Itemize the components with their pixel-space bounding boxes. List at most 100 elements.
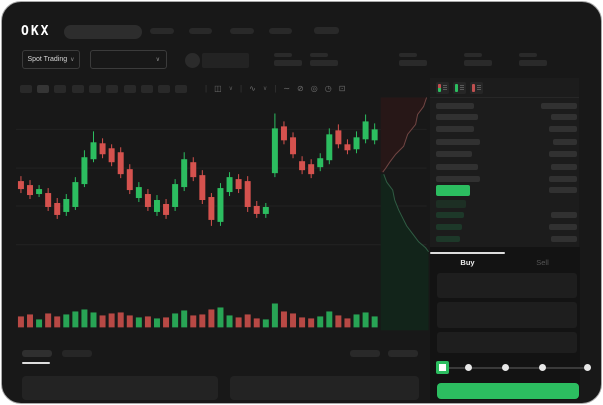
- ask-row-amount[interactable]: [553, 138, 577, 145]
- ask-row-price[interactable]: [436, 151, 472, 158]
- volume-bar: [226, 315, 233, 328]
- candle: [81, 157, 88, 185]
- volume-bar: [108, 313, 115, 328]
- candle: [280, 126, 287, 141]
- volume-bar: [344, 318, 351, 328]
- market-stat: [464, 53, 494, 68]
- chevron-down-icon[interactable]: ∨: [228, 86, 234, 92]
- bids-book-icon[interactable]: [453, 81, 466, 94]
- price-input[interactable]: [437, 273, 577, 298]
- candle: [153, 200, 160, 212]
- nav-item-placeholder[interactable]: [189, 28, 212, 34]
- volume-bar: [81, 309, 88, 328]
- slider-handle[interactable]: [436, 361, 449, 374]
- bid-row-price[interactable]: [436, 224, 462, 230]
- amount-slider-track[interactable]: [442, 367, 588, 369]
- ask-row-price[interactable]: [436, 138, 480, 145]
- pair-selector-dropdown[interactable]: ∨: [90, 50, 167, 69]
- bottom-tab-active[interactable]: [22, 350, 52, 357]
- tab-buy[interactable]: Buy: [460, 257, 475, 267]
- ask-row-price[interactable]: [436, 176, 480, 182]
- nav-item-placeholder[interactable]: [314, 27, 339, 34]
- screenshot-icon[interactable]: ◎: [310, 84, 318, 93]
- buy-tab-underline: [430, 252, 505, 254]
- orderbook-header-price[interactable]: [436, 103, 474, 109]
- timeframe-button[interactable]: [20, 85, 32, 93]
- candle: [135, 187, 142, 199]
- buy-submit-button[interactable]: [437, 383, 579, 399]
- bottom-tab[interactable]: [62, 350, 92, 357]
- volume-bar: [308, 318, 315, 328]
- candle: [217, 188, 224, 222]
- asks-book-icon[interactable]: [470, 81, 483, 94]
- orderbook-header-amount[interactable]: [541, 103, 577, 109]
- ask-row-amount[interactable]: [549, 151, 577, 158]
- combined-book-icon[interactable]: [436, 81, 449, 94]
- total-input[interactable]: [437, 332, 577, 353]
- slider-dot[interactable]: [465, 364, 472, 371]
- ask-row-price[interactable]: [436, 163, 478, 170]
- candle-style-icon[interactable]: ◫: [214, 84, 222, 93]
- candle: [290, 137, 297, 155]
- bid-row-amount[interactable]: [549, 224, 577, 230]
- nav-item-placeholder[interactable]: [150, 28, 174, 34]
- eraser-tool-icon[interactable]: ⊘: [297, 84, 304, 93]
- timeframe-button[interactable]: [175, 85, 187, 93]
- market-type-label: Spot Trading: [27, 56, 68, 63]
- market-type-dropdown[interactable]: Spot Trading ∨: [22, 50, 80, 69]
- ask-row-amount[interactable]: [551, 114, 577, 120]
- slider-dot[interactable]: [539, 364, 546, 371]
- timeframe-button[interactable]: [124, 85, 136, 93]
- slider-dot[interactable]: [502, 364, 509, 371]
- slider-dot[interactable]: [584, 364, 591, 371]
- bottom-action-placeholder[interactable]: [350, 350, 380, 357]
- timeframe-button[interactable]: [89, 85, 101, 93]
- last-price-highlight[interactable]: [436, 185, 470, 196]
- timeframe-button[interactable]: [106, 85, 118, 93]
- chevron-down-icon: ∨: [155, 57, 160, 63]
- volume-bar: [163, 317, 170, 328]
- bid-row-price[interactable]: [436, 212, 464, 218]
- ask-row-price[interactable]: [436, 114, 478, 120]
- market-stat: [274, 53, 304, 68]
- volume-bar: [353, 314, 360, 328]
- timeframe-button-active[interactable]: [37, 85, 49, 93]
- ask-row-amount[interactable]: [549, 176, 577, 182]
- timeframe-button[interactable]: [54, 85, 66, 93]
- indicator-icon[interactable]: ∿: [249, 84, 256, 93]
- timeframe-button[interactable]: [72, 85, 84, 93]
- bid-row-amount[interactable]: [551, 212, 577, 218]
- volume-bar: [371, 316, 378, 328]
- tab-sell[interactable]: Sell: [536, 257, 549, 267]
- fullscreen-icon[interactable]: ⊡: [338, 84, 346, 93]
- volume-bar: [72, 311, 79, 328]
- volume-bar: [45, 313, 52, 328]
- volume-bar: [27, 314, 33, 328]
- candle: [163, 203, 170, 215]
- timeframe-button[interactable]: [141, 85, 153, 93]
- nav-item-placeholder[interactable]: [230, 28, 254, 34]
- ask-row-amount[interactable]: [551, 163, 577, 170]
- bid-row-price[interactable]: [436, 236, 460, 242]
- ask-row-amount[interactable]: [549, 126, 577, 133]
- search-input[interactable]: [64, 25, 142, 39]
- bid-row-price[interactable]: [436, 200, 466, 208]
- chevron-down-icon[interactable]: ∨: [262, 86, 268, 92]
- trendline-tool-icon[interactable]: ∼: [283, 84, 291, 93]
- replay-icon[interactable]: ◷: [324, 84, 332, 93]
- bid-row-amount[interactable]: [551, 236, 577, 242]
- volume-bar: [290, 313, 297, 328]
- nav-item-placeholder[interactable]: [269, 28, 292, 34]
- volume-bar: [90, 312, 97, 328]
- timeframe-button[interactable]: [158, 85, 170, 93]
- bottom-action-placeholder[interactable]: [388, 350, 418, 357]
- volume-bar: [36, 319, 43, 328]
- price-row-amount[interactable]: [549, 187, 577, 193]
- candle: [27, 185, 33, 196]
- ask-row-price[interactable]: [436, 126, 474, 133]
- candle: [17, 181, 24, 190]
- amount-input[interactable]: [437, 302, 577, 328]
